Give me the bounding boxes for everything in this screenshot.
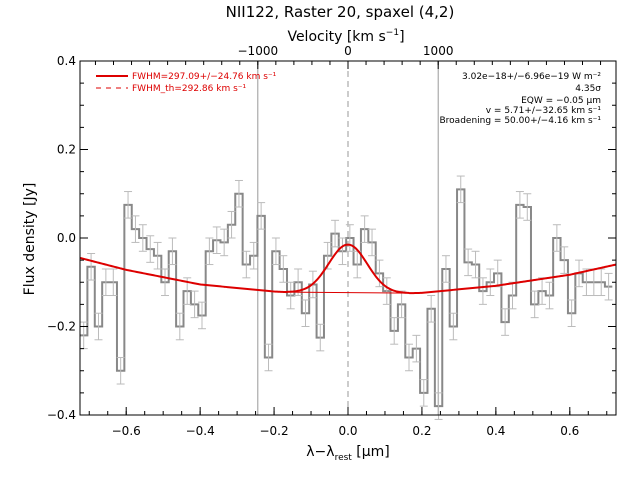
top-tick-label: 1000 — [423, 44, 454, 58]
x-tick-label: −0.6 — [112, 424, 141, 438]
annotation-broadening: Broadening = 50.00+/−4.16 km s⁻¹ — [440, 116, 602, 126]
x-tick-label: −0.2 — [259, 424, 288, 438]
fit-curve — [79, 243, 617, 295]
x-tick-label: 0.2 — [412, 424, 431, 438]
y-tick-label: −0.4 — [47, 408, 76, 422]
x-tick-label: −0.4 — [186, 424, 215, 438]
x-tick-label: 0.0 — [338, 424, 357, 438]
y-axis-label: Flux density [Jy] — [22, 183, 38, 296]
spectrum-step-line — [80, 188, 613, 408]
baseline-under-line — [287, 291, 409, 294]
x-tick-label: 0.6 — [560, 424, 579, 438]
chart-title: NII122, Raster 20, spaxel (4,2) — [226, 3, 455, 21]
x-tick-label: 0.4 — [486, 424, 505, 438]
y-tick-label: 0.2 — [57, 143, 76, 157]
top-tick-label: 0 — [344, 44, 352, 58]
top-axis-label: Velocity [km s−1] — [287, 28, 404, 45]
legend-item-1: FWHM=297.09+/−24.76 km s⁻¹ — [132, 72, 277, 82]
legend-item-2: FWHM_th=292.86 km s⁻¹ — [132, 84, 247, 94]
annotation-flux: 3.02e−18+/−6.96e−19 W m⁻² — [462, 72, 601, 82]
y-tick-label: 0.0 — [57, 231, 76, 245]
annotation-eqw: EQW = −0.05 μm — [521, 96, 601, 106]
y-tick-label: −0.2 — [47, 320, 76, 334]
x-axis-label: λ−λrest [μm] — [306, 444, 390, 463]
plot-area — [79, 61, 617, 420]
annotation-velocity: v = 5.71+/−32.65 km s⁻¹ — [486, 106, 602, 116]
legend: FWHM=297.09+/−24.76 km s⁻¹ FWHM_th=292.8… — [96, 72, 277, 94]
fit-annotations: 3.02e−18+/−6.96e−19 W m⁻² 4.35σ EQW = −0… — [440, 72, 602, 126]
y-tick-label: 0.4 — [57, 54, 76, 68]
annotation-sigma: 4.35σ — [575, 84, 601, 94]
top-tick-label: −1000 — [238, 44, 279, 58]
axes-ticks: −0.6 −0.4 −0.2 0.0 0.2 0.4 0.6 −0.4 −0.2 0.0 0.2 0.… — [47, 44, 616, 438]
